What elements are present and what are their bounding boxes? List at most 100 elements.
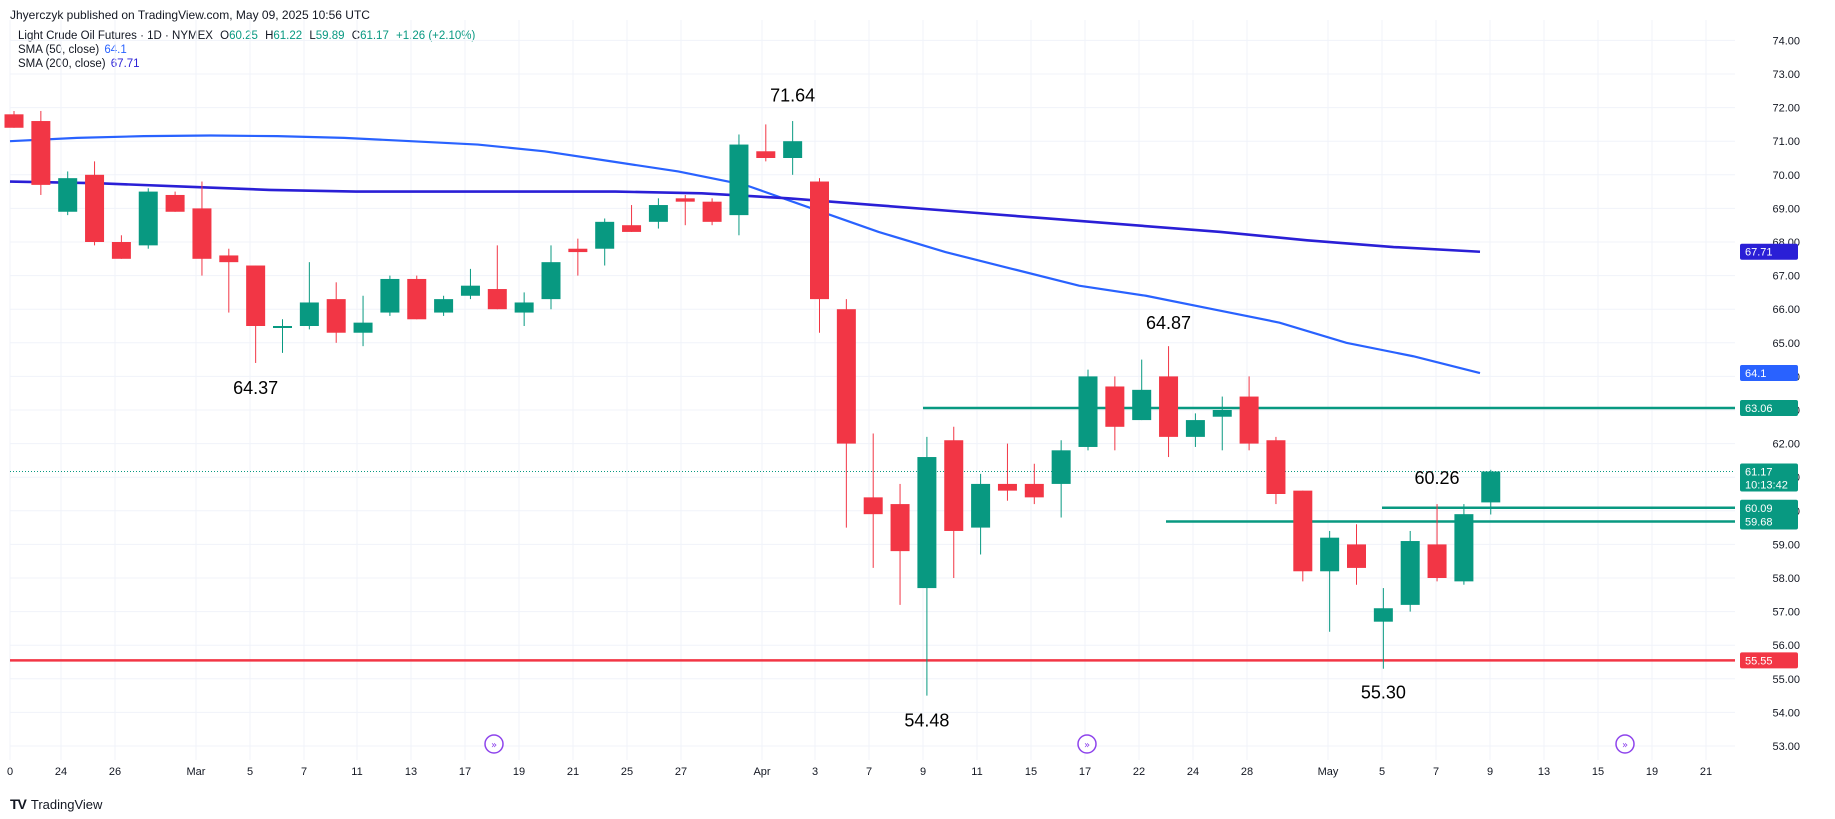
price-annotation: 54.48 <box>904 710 949 730</box>
current-price-tag: 61.17 <box>1745 466 1773 478</box>
candle-body <box>1293 490 1313 572</box>
x-tick-label: 17 <box>1079 766 1091 778</box>
candle-body <box>702 201 722 222</box>
price-annotation: 71.64 <box>770 86 815 106</box>
x-tick-label: 0 <box>7 766 13 778</box>
price-annotation: 55.30 <box>1361 683 1406 703</box>
candle-body <box>299 302 319 326</box>
candle-body <box>1347 544 1366 568</box>
change-value: +1.26 (+2.10%) <box>396 30 476 42</box>
candle-body <box>1051 450 1071 484</box>
x-tick-label: 17 <box>459 766 471 778</box>
y-tick-label: 69.00 <box>1772 203 1800 215</box>
sma50-label: SMA (50, close) <box>18 44 100 56</box>
candle-body <box>1320 537 1340 572</box>
x-tick-label: 26 <box>109 766 121 778</box>
event-marker-icon[interactable] <box>484 734 504 754</box>
event-marker-icon[interactable] <box>1077 734 1097 754</box>
y-tick-label: 57.00 <box>1772 607 1800 619</box>
candle-body <box>1400 541 1420 605</box>
candle-body <box>31 121 51 185</box>
candle-body <box>85 174 105 242</box>
sma200-legend[interactable]: SMA (200, close) 67.71 <box>18 58 140 70</box>
x-tick-label: 19 <box>513 766 525 778</box>
current-price-tag-bg <box>1740 463 1798 492</box>
candle-body <box>863 497 883 515</box>
x-tick-label: 21 <box>1700 766 1712 778</box>
x-tick-label: 22 <box>1133 766 1145 778</box>
candle-body <box>622 225 642 232</box>
current-price-tag-countdown: 10:13:42 <box>1745 479 1788 491</box>
x-tick-label: 19 <box>1646 766 1658 778</box>
open-label: O <box>220 30 230 42</box>
candle-body <box>326 299 346 333</box>
candle-body <box>219 255 239 263</box>
x-tick-label: 27 <box>675 766 687 778</box>
candle-body <box>1266 440 1286 494</box>
candle-body <box>353 322 373 333</box>
candle-body <box>1239 396 1259 444</box>
level-price-tag-59.68-bg <box>1740 513 1798 530</box>
candle-body <box>514 302 534 313</box>
x-tick-label: 28 <box>1241 766 1253 778</box>
candle-body <box>1078 376 1098 447</box>
candle-body <box>4 114 24 128</box>
sma50-legend-value: 64.1 <box>104 44 127 56</box>
level-price-tag-60.09-bg <box>1740 499 1798 516</box>
candle-body <box>407 278 427 320</box>
candle-body <box>1427 544 1447 578</box>
event-arrow-icon: » <box>1622 740 1628 751</box>
sma50-price-tag-bg <box>1740 365 1798 382</box>
price-annotation: 64.87 <box>1146 313 1191 333</box>
x-tick-label: 15 <box>1025 766 1037 778</box>
x-tick-label: Apr <box>753 766 770 778</box>
y-tick-label: 55.00 <box>1772 674 1800 686</box>
candle-body <box>568 248 588 253</box>
y-tick-label: 73.00 <box>1772 69 1800 81</box>
publish-attribution: Jhyerczyk published on TradingView.com, … <box>10 8 370 22</box>
x-tick-label: Mar <box>187 766 206 778</box>
candle-body <box>1481 471 1501 503</box>
candle-body <box>648 205 668 222</box>
y-tick-label: 53.00 <box>1772 741 1800 753</box>
candle-body <box>138 191 158 246</box>
event-arrow-icon: » <box>1084 740 1090 751</box>
x-tick-label: 11 <box>971 766 982 778</box>
low-value: 59.89 <box>315 30 345 42</box>
candle-body <box>487 289 507 310</box>
price-annotation: 60.26 <box>1415 468 1460 488</box>
y-tick-label: 72.00 <box>1772 103 1800 115</box>
sma200-legend-value: 67.71 <box>110 58 140 70</box>
y-tick-label: 66.00 <box>1772 304 1800 316</box>
candle-body <box>917 457 937 589</box>
watermark-text: TradingView <box>30 796 103 812</box>
candle-body <box>729 144 749 216</box>
sma50-price-tag: 64.1 <box>1745 368 1766 380</box>
candle-body <box>836 309 856 444</box>
x-tick-label: 9 <box>920 766 926 778</box>
candle-body <box>1373 608 1393 622</box>
candle-body <box>595 221 615 249</box>
level-price-tag-55.55: 55.55 <box>1745 655 1773 667</box>
open-value: 60.25 <box>229 30 258 42</box>
x-tick-label: 21 <box>567 766 579 778</box>
candle-body <box>1105 386 1125 427</box>
y-tick-label: 56.00 <box>1772 640 1800 652</box>
candle-body <box>273 326 292 328</box>
candle-body <box>541 262 561 300</box>
y-tick-label: 62.00 <box>1772 439 1800 451</box>
level-price-tag-60.09: 60.09 <box>1745 503 1773 515</box>
y-tick-label: 70.00 <box>1772 170 1800 182</box>
sma50-legend[interactable]: SMA (50, close) 64.1 <box>18 44 127 56</box>
high-value: 61.22 <box>273 30 303 42</box>
x-tick-label: 24 <box>55 766 67 778</box>
candle-body <box>971 483 991 528</box>
level-price-tag-63.06-bg <box>1740 399 1798 416</box>
candle-body <box>192 208 212 259</box>
candle-body <box>434 299 454 313</box>
event-marker-icon[interactable] <box>1615 734 1635 754</box>
x-tick-label: May <box>1318 766 1339 778</box>
candle-body <box>890 504 910 552</box>
level-price-tag-55.55-bg <box>1740 652 1798 669</box>
